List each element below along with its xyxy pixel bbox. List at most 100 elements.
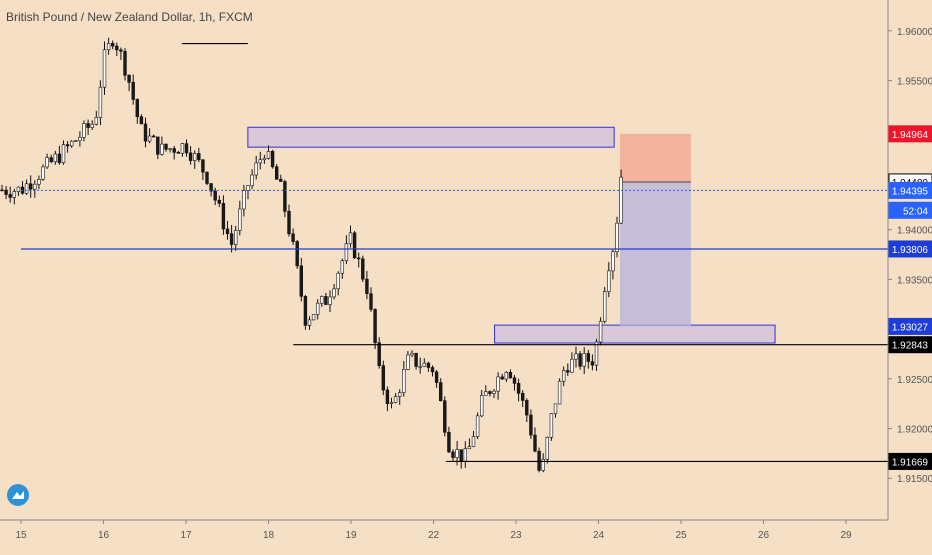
price-tick-label: 1.95500: [897, 77, 932, 88]
candle-body: [402, 368, 406, 393]
candle-body: [598, 320, 603, 343]
zones-layer: [247, 126, 776, 344]
candle-body: [65, 144, 70, 147]
candle-body: [328, 296, 332, 305]
candle-body: [139, 116, 144, 125]
candle-body: [24, 183, 29, 194]
candle-body: [369, 293, 373, 310]
candle-body: [512, 377, 517, 384]
candle-body: [463, 448, 467, 462]
candle-body: [332, 288, 336, 298]
candle-body: [82, 123, 86, 138]
candle-body: [193, 153, 197, 161]
candle-body: [500, 376, 504, 380]
candle-body: [344, 243, 349, 262]
candle-body: [574, 353, 578, 360]
candle-body: [229, 233, 234, 245]
candle-body: [168, 148, 172, 150]
candle-body: [426, 362, 431, 368]
candle-body: [492, 390, 496, 394]
candle-body: [45, 157, 49, 168]
time-tick-label: 18: [263, 530, 275, 541]
candle-body: [135, 99, 139, 117]
candle-body: [443, 400, 447, 433]
time-tick-label: 15: [15, 530, 27, 541]
candle-body: [451, 451, 455, 458]
candle-body: [246, 185, 250, 191]
candle-body: [0, 189, 4, 192]
candle-body: [262, 157, 267, 161]
candle-body: [455, 449, 459, 458]
price-tick-label: 1.92500: [897, 375, 932, 386]
candle-body: [504, 372, 508, 380]
candle-body: [90, 123, 94, 128]
candle-body: [147, 135, 152, 142]
price-tag: 1.92843: [888, 336, 932, 354]
candle-body: [160, 143, 164, 155]
candle-body: [217, 199, 221, 204]
tradingview-logo-icon[interactable]: [7, 484, 29, 506]
candle-body: [4, 189, 8, 195]
time-tick-label: 16: [98, 530, 110, 541]
candle-body: [488, 391, 492, 394]
candle-body: [209, 183, 213, 192]
candle-body: [131, 81, 135, 100]
candle-body: [361, 258, 365, 280]
candle-body: [459, 449, 463, 462]
candle-body: [111, 43, 115, 47]
price-tag-bg: [888, 240, 932, 258]
candle-body: [557, 380, 562, 405]
time-tick-label: 24: [593, 530, 605, 541]
candle-body: [590, 361, 595, 366]
candle-body: [86, 123, 90, 128]
candle-body: [78, 136, 82, 142]
candle-body: [479, 395, 484, 417]
price-tag-bg: [888, 317, 932, 335]
candle-body: [49, 157, 53, 163]
price-tick-label: 1.92000: [897, 425, 932, 436]
candle-body: [324, 296, 328, 305]
candle-body: [414, 352, 418, 367]
candle-body: [143, 123, 148, 142]
candle-body: [33, 183, 37, 190]
candle-body: [70, 140, 74, 147]
price-tag-label: 1.94964: [892, 130, 929, 141]
candle-body: [537, 450, 541, 471]
candle-body: [28, 183, 33, 190]
price-tag: 1.94395: [888, 181, 932, 199]
candle-body: [385, 389, 390, 404]
candle-body: [156, 136, 160, 155]
price-tag: 52:04: [888, 201, 932, 219]
candle-body: [365, 278, 369, 294]
candle-body: [397, 392, 402, 397]
candle-body: [582, 353, 586, 367]
time-tick-label: 23: [510, 530, 522, 541]
candle-body: [201, 159, 205, 173]
candle-body: [381, 365, 385, 391]
price-tag-label: 1.93027: [892, 322, 929, 333]
candle-body: [274, 166, 279, 180]
candle-body: [348, 232, 353, 245]
candle-body: [619, 176, 623, 224]
candle-body: [188, 152, 193, 161]
candle-body: [295, 241, 299, 267]
candle-body: [41, 166, 45, 180]
candle-body: [8, 194, 12, 198]
candle-body: [258, 159, 262, 164]
candle-body: [520, 393, 525, 401]
candle-body: [475, 415, 480, 437]
candle-body: [266, 150, 271, 159]
price-tag: 1.93027: [888, 317, 932, 335]
candle-body: [615, 222, 619, 253]
candle-body: [525, 400, 529, 416]
candle-body: [315, 302, 320, 315]
candle-body: [373, 309, 377, 344]
price-tick-label: 1.91500: [897, 474, 932, 485]
candle-body: [238, 208, 242, 231]
candle-body: [418, 365, 422, 368]
candle-body: [410, 352, 414, 356]
candle-body: [213, 190, 217, 201]
candle-body: [594, 341, 599, 366]
